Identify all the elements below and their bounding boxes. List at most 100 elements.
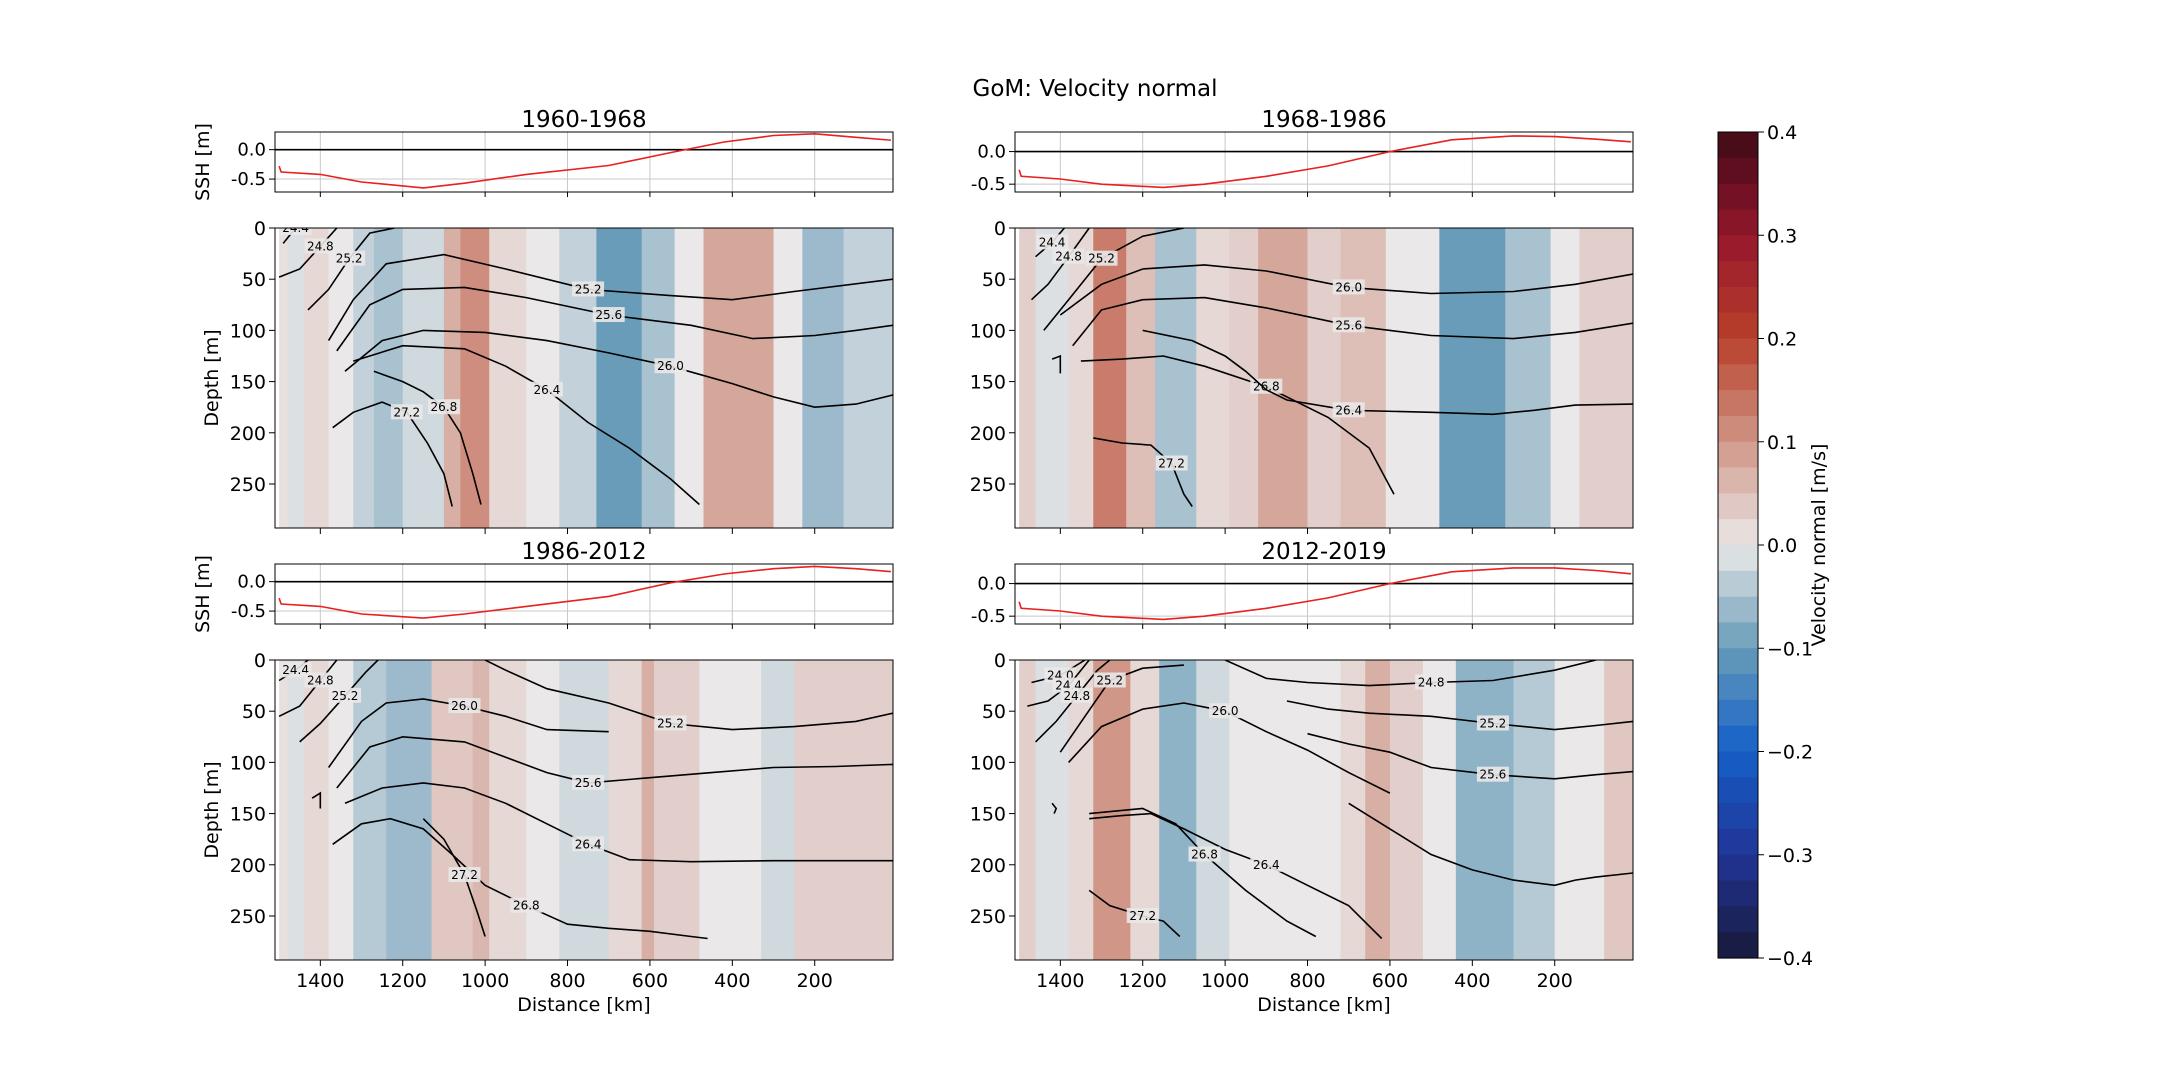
contour-label: 26.4 xyxy=(534,383,561,397)
isopycnal-contour xyxy=(1030,228,1090,301)
velocity-band xyxy=(794,660,893,960)
isopycnal-contour xyxy=(344,329,893,409)
contour-label: 27.2 xyxy=(393,405,420,419)
contour-label-bg xyxy=(1188,846,1221,862)
contour-label-bg xyxy=(329,687,362,703)
ssh-tick-label: 0.0 xyxy=(977,142,1006,163)
contour-label-bg xyxy=(1332,279,1365,295)
contour-label: 24.4 xyxy=(282,221,309,235)
depth-tick-label: 50 xyxy=(242,701,266,723)
depth-tick-label: 200 xyxy=(230,855,266,877)
contour-label: 25.2 xyxy=(332,689,359,703)
velocity-band xyxy=(773,228,803,528)
contour-label-bg xyxy=(304,672,337,688)
isopycnal-contour xyxy=(1142,329,1633,416)
contour-label: 26.8 xyxy=(513,899,540,913)
contour-label-bg xyxy=(1250,856,1283,872)
velocity-band xyxy=(1455,660,1515,960)
isopycnal-contour xyxy=(332,817,708,940)
isopycnal-contour xyxy=(1286,700,1633,731)
colorbar-tick-label: −0.3 xyxy=(1767,845,1813,867)
depth-tick-label: 150 xyxy=(970,372,1006,394)
contour-label: 25.6 xyxy=(1480,768,1507,782)
contour-label: 25.6 xyxy=(575,776,602,790)
depth-tick-label: 150 xyxy=(230,804,266,826)
isopycnal-contour xyxy=(1027,660,1090,707)
velocity-band xyxy=(526,228,560,528)
depth-tick-label: 0 xyxy=(254,218,266,240)
velocity-band xyxy=(1513,660,1556,960)
isopycnal-contour xyxy=(327,698,609,768)
velocity-band xyxy=(1159,660,1197,960)
colorbar-tick-label: 0.4 xyxy=(1767,122,1797,144)
velocity-band xyxy=(1554,660,1605,960)
colorbar-segment xyxy=(1718,364,1758,391)
velocity-band xyxy=(402,228,445,528)
panel-title: 1968-1986 xyxy=(1261,107,1386,133)
contour-label: 24.8 xyxy=(1055,250,1082,264)
velocity-band xyxy=(641,660,655,960)
velocity-band xyxy=(1126,228,1156,528)
velocity-section: 24.424.8 25.2 26.0 25.2 25.6 26.4 26.8 27.2 xyxy=(278,660,893,960)
colorbar-segment xyxy=(1718,493,1758,520)
depth-tick-label: 0 xyxy=(994,650,1006,672)
colorbar-tick-label: −0.1 xyxy=(1767,638,1813,660)
x-tick-label: 1200 xyxy=(379,970,427,992)
isopycnal-contour xyxy=(1348,802,1633,887)
contour-label: 25.6 xyxy=(595,308,622,322)
velocity-band xyxy=(489,228,527,528)
velocity-band xyxy=(559,660,610,960)
colorbar-segment xyxy=(1718,880,1758,907)
x-tick-label: 1400 xyxy=(296,970,344,992)
colorbar-segment xyxy=(1718,519,1758,546)
velocity-band xyxy=(1035,660,1070,960)
contour-label-bg xyxy=(427,399,460,415)
velocity-band xyxy=(802,228,845,528)
panel-title: 2012-2019 xyxy=(1261,539,1386,565)
velocity-band xyxy=(353,228,375,528)
velocity-band xyxy=(1389,660,1424,960)
velocity-band xyxy=(1340,228,1387,528)
depth-tick-label: 200 xyxy=(230,423,266,445)
velocity-band xyxy=(596,228,643,528)
contour-label-bg xyxy=(654,715,687,731)
contour-label-bg xyxy=(1126,907,1159,923)
figure-title: GoM: Velocity normal xyxy=(973,76,1218,102)
isopycnal-contour xyxy=(1072,296,1633,347)
colorbar-segment xyxy=(1718,286,1758,314)
colorbar-segment xyxy=(1718,570,1758,598)
colorbar-segment xyxy=(1718,312,1758,340)
isopycnal-contour xyxy=(1089,812,1383,940)
colorbar-segment xyxy=(1718,622,1758,649)
x-tick-label: 600 xyxy=(1372,970,1408,992)
velocity-band xyxy=(1385,228,1440,528)
contour-label: 25.2 xyxy=(657,716,684,730)
velocity-band xyxy=(353,660,387,960)
isopycnal-contour xyxy=(1093,437,1193,507)
velocity-band xyxy=(386,660,433,960)
x-tick-label: 1200 xyxy=(1119,970,1167,992)
contour-label-bg xyxy=(1155,455,1188,471)
velocity-band xyxy=(1505,228,1552,528)
depth-tick-label: 250 xyxy=(230,906,266,928)
contour-label: 25.2 xyxy=(1096,673,1123,687)
x-tick-label: 400 xyxy=(714,970,750,992)
velocity-band xyxy=(1340,660,1366,960)
colorbar-segment xyxy=(1718,235,1758,262)
isopycnal-contour xyxy=(278,660,338,718)
velocity-band xyxy=(303,660,330,960)
x-tick-label: 1000 xyxy=(461,970,509,992)
contour-label-bg xyxy=(279,228,312,235)
ssh-line xyxy=(278,132,891,189)
ssh-frame xyxy=(1014,563,1634,625)
velocity-band xyxy=(641,228,676,528)
velocity-band xyxy=(489,660,527,960)
colorbar-segment xyxy=(1718,777,1758,804)
contour-label: 25.2 xyxy=(1088,252,1115,266)
velocity-band xyxy=(1422,660,1457,960)
colorbar-segment xyxy=(1718,183,1758,211)
contour-label-bg xyxy=(1093,672,1126,688)
